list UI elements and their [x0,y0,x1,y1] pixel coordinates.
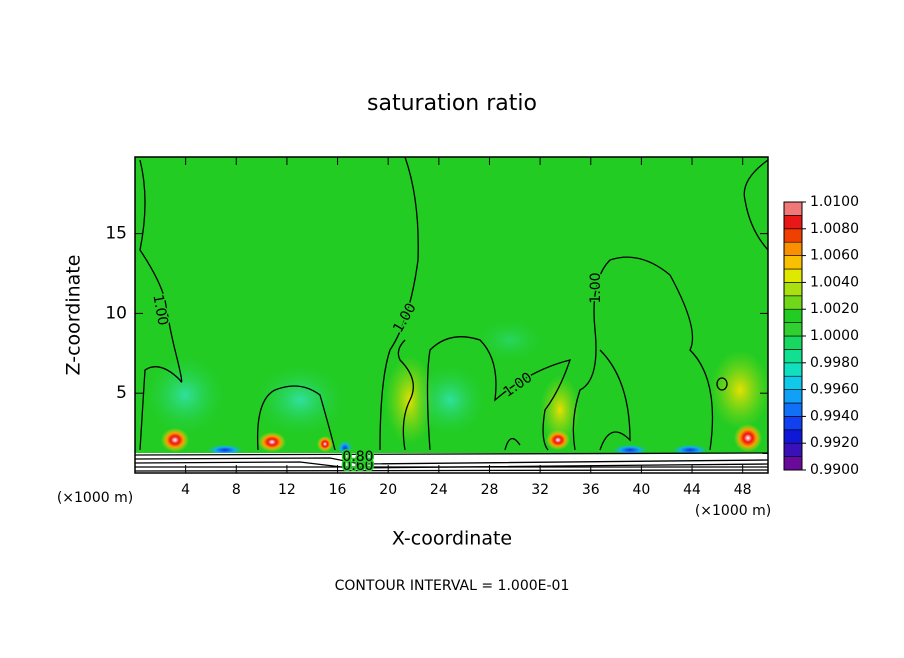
y-tick-label: 10 [105,303,127,323]
colorbar-swatch [783,268,803,283]
colorbar-swatch [783,241,803,256]
colorbar-label: 0.9980 [810,355,859,371]
colorbar-swatch [783,362,803,377]
colorbar-swatch [783,308,803,323]
field [135,157,768,473]
x-tick-label: 48 [734,482,752,498]
x-tick-label: 28 [481,482,499,498]
colorbar-label: 1.0100 [810,194,859,210]
colorbar-swatch [783,335,803,350]
x-tick-label: 4 [181,482,190,498]
contour-label: 1.00 [588,272,604,303]
colorbar-swatch [783,322,803,337]
x-tick-label: 20 [379,482,397,498]
colorbar-swatch [783,201,803,216]
colorbar-swatch [783,402,803,417]
y-unit: (×1000 m) [57,490,133,506]
x-tick-label: 44 [683,482,701,498]
colorbar-label: 1.0040 [810,274,859,290]
y-tick-label: 5 [116,383,127,403]
y-tick-label: 15 [105,224,127,244]
colorbar-swatch [783,442,803,457]
colorbar-swatch [783,282,803,297]
contour-label: 0.60 [342,458,373,474]
x-tick-label: 12 [278,482,296,498]
colorbar-swatch [783,416,803,431]
colorbar-label: 1.0020 [810,301,859,317]
chart-title: saturation ratio [367,91,537,116]
colorbar-swatch [783,349,803,364]
contour-label: 0.80 [342,449,373,465]
colorbar-label: 1.0080 [810,221,859,237]
colorbar-swatch [783,389,803,404]
x-tick-label: 8 [232,482,241,498]
colorbar-swatch [783,215,803,230]
colorbar-label: 1.0000 [810,328,859,344]
x-tick-label: 40 [632,482,650,498]
colorbar-swatch [783,429,803,444]
colorbar-label: 1.0060 [810,248,859,264]
x-axis-label: X-coordinate [392,528,512,550]
footer-note: CONTOUR INTERVAL = 1.000E-01 [335,578,570,594]
colorbar-swatch [783,255,803,270]
x-tick-label: 16 [329,482,347,498]
colorbar-swatch [783,295,803,310]
plot-frame [134,156,769,474]
colorbar-swatch [783,456,803,471]
x-tick-label: 24 [430,482,448,498]
colorbar-swatch [783,228,803,243]
colorbar-frame [783,201,803,471]
y-axis-label: Z-coordinate [63,255,85,376]
colorbar-label: 0.9960 [810,382,859,398]
colorbar-swatch [783,375,803,390]
colorbar-label: 0.9920 [810,435,859,451]
colorbar-label: 0.9940 [810,408,859,424]
x-tick-label: 36 [582,482,600,498]
x-tick-label: 32 [531,482,549,498]
x-unit: (×1000 m) [695,503,771,519]
colorbar-label: 0.9900 [810,462,859,478]
